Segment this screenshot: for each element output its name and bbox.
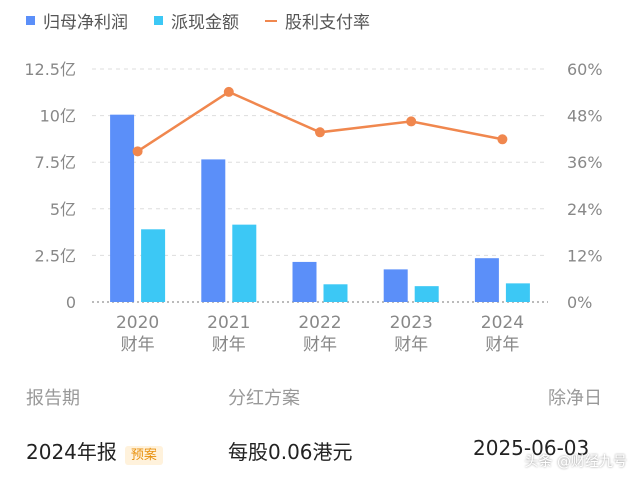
x-tick-label: 财年 (212, 335, 246, 355)
legend-swatch-dividend (154, 16, 163, 25)
x-tick-label: 财年 (394, 335, 428, 355)
bar-dividend (505, 283, 530, 302)
row-period-text: 2024年报 (26, 440, 117, 464)
bar-dividend (323, 284, 348, 302)
dividend-chart: 0 2.5亿 5亿 7.5亿 10亿 12.5亿 0% 12% 24% 36% 48% 60% 2020… (24, 60, 603, 355)
payout-ratio-point (223, 86, 234, 97)
proposal-badge: 预案 (124, 446, 163, 465)
row-period: 2024年报 预案 (26, 436, 163, 465)
y-right-tick-label: 12% (567, 246, 603, 265)
y-left-tick-label: 10亿 (40, 107, 76, 126)
header-report-period: 报告期 (26, 388, 80, 409)
y-right-tick-label: 48% (567, 107, 603, 126)
bar-net-profit (110, 114, 135, 302)
y-right-tick-label: 24% (567, 200, 603, 219)
y-left-tick-label: 0 (66, 293, 76, 312)
bar-net-profit (201, 159, 226, 302)
x-tick-label: 2021 (207, 313, 250, 333)
header-ex-date: 除净日 (548, 388, 602, 409)
bar-dividend (232, 224, 257, 302)
x-tick-label: 2020 (116, 313, 159, 333)
bar-net-profit (383, 269, 408, 302)
x-tick-label: 财年 (121, 335, 155, 355)
x-tick-label: 2022 (298, 313, 341, 333)
y-right-tick-label: 36% (567, 153, 603, 172)
bar-net-profit (292, 261, 317, 302)
legend-item-payout-ratio[interactable]: 股利支付率 (265, 8, 370, 33)
payout-ratio-point (406, 116, 417, 127)
row-plan: 每股0.06港元 (228, 440, 353, 464)
y-left-tick-label: 12.5亿 (24, 60, 76, 79)
bar-dividend (414, 286, 439, 302)
x-tick-label: 2024 (481, 313, 524, 333)
x-tick-label: 财年 (485, 335, 519, 355)
legend-swatch-net-profit (26, 16, 35, 25)
bar-dividend (141, 229, 166, 302)
payout-ratio-point (497, 134, 508, 145)
x-tick-label: 2023 (390, 313, 433, 333)
y-left-tick-label: 7.5亿 (35, 153, 76, 172)
legend-item-net-profit[interactable]: 归母净利润 (26, 8, 128, 33)
bar-net-profit (474, 258, 499, 302)
legend-label-net-profit: 归母净利润 (43, 13, 128, 33)
table-row[interactable]: 2024年报 预案 每股0.06港元 2025-06-03 (0, 436, 639, 466)
legend-item-dividend[interactable]: 派现金额 (154, 8, 239, 33)
y-right-tick-label: 60% (567, 60, 603, 79)
legend-swatch-payout-ratio (265, 19, 277, 22)
payout-ratio-point (132, 146, 143, 157)
x-tick-label: 财年 (303, 335, 337, 355)
chart-legend: 归母净利润 派现金额 股利支付率 (26, 8, 370, 33)
payout-ratio-line (136, 90, 503, 153)
header-dividend-plan: 分红方案 (228, 388, 300, 409)
y-left-tick-label: 2.5亿 (35, 246, 76, 265)
y-right-tick-label: 0% (567, 293, 592, 312)
row-ex-date: 2025-06-03 (473, 436, 590, 460)
y-left-tick-label: 5亿 (50, 200, 76, 219)
watermark: 头条 @财经九号 (524, 454, 627, 470)
table-header: 报告期 分红方案 除净日 (0, 384, 639, 410)
payout-ratio-point (315, 127, 325, 138)
legend-label-dividend: 派现金额 (171, 13, 239, 33)
legend-label-payout-ratio: 股利支付率 (285, 13, 370, 33)
